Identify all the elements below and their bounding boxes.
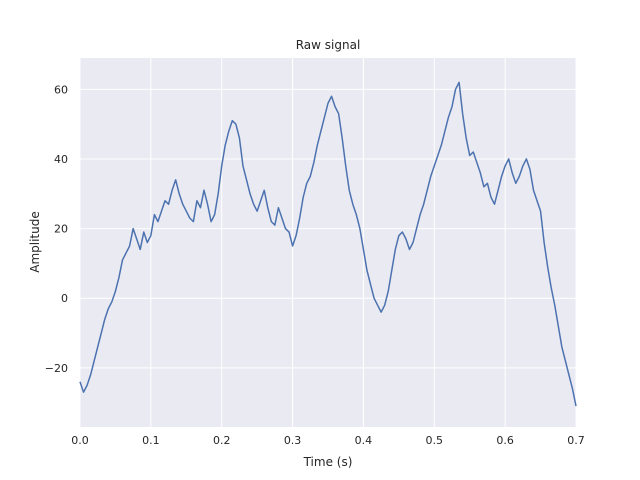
series-line [79,81,577,407]
x-gridlines [79,58,577,427]
y-tick-label: 40 [54,153,68,166]
x-tick-labels: 0.0 0.1 0.2 0.3 0.4 0.5 0.6 0.7 [71,434,585,447]
plot-background [80,58,576,427]
x-tick-label: 0.5 [426,434,444,447]
x-tick-label: 0.6 [496,434,514,447]
x-tick-label: 0.4 [355,434,373,447]
x-axis-label: Time (s) [303,455,353,469]
y-tick-label: 0 [61,292,68,305]
y-tick-label: −20 [45,362,68,375]
chart-title: Raw signal [296,38,361,52]
x-tick-label: 0.0 [71,434,89,447]
y-tick-label: 20 [54,223,68,236]
x-tick-label: 0.3 [284,434,302,447]
x-tick-label: 0.7 [567,434,585,447]
x-tick-label: 0.1 [142,434,160,447]
y-tick-labels: −20 0 20 40 60 [45,83,68,374]
y-tick-label: 60 [54,83,68,96]
y-axis-label: Amplitude [28,211,42,273]
x-tick-label: 0.2 [213,434,231,447]
y-gridlines [80,88,576,369]
